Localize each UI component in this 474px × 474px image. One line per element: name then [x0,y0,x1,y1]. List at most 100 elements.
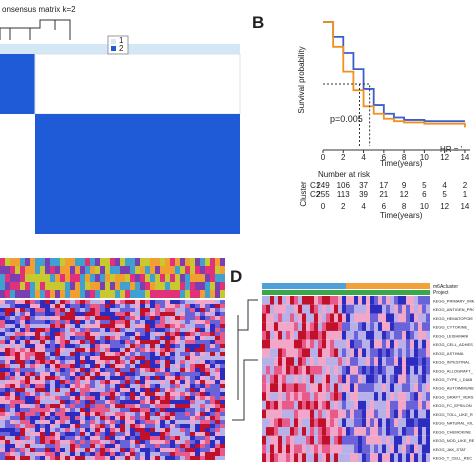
heat-cell [354,383,358,393]
heat-cell [85,356,90,360]
heat-cell [90,444,95,448]
heat-cell [286,383,290,393]
heat-cell [302,374,306,384]
annot-label: m6Acluster [433,284,458,290]
heat-cell [0,456,5,460]
heat-cell [426,339,430,349]
heat-cell [266,322,270,331]
heat-cell [45,444,50,448]
heat-cell [80,380,85,384]
heat-cell [394,409,398,419]
heat-cell [410,313,414,323]
heat-cell [0,448,5,452]
heat-cell [150,388,155,392]
heat-cell [366,348,370,358]
heat-cell [10,404,15,408]
heat-cell [110,384,115,388]
heat-cell [20,336,25,340]
heat-cell [175,456,180,460]
heat-cell [115,400,120,404]
heat-cell [318,357,322,366]
heat-cell [185,364,190,368]
heat-cell [70,308,75,312]
heat-cell [270,339,274,349]
annot-cell [220,282,225,290]
heat-cell [358,296,362,305]
heat-cell [402,374,406,384]
heat-cell [95,324,100,328]
heat-cell [165,336,170,340]
heat-cell [358,374,362,384]
annot-cell [30,282,35,290]
annot-cell [40,290,45,298]
heat-cell [30,440,35,444]
heat-cell [362,304,366,314]
heat-cell [155,328,160,332]
heat-cell [205,436,210,440]
heat-cell [5,356,10,360]
heat-cell [70,372,75,376]
heat-cell [80,428,85,432]
heat-cell [165,424,170,428]
legend-label: 2 [119,44,124,53]
row-label: KEGG_NOD_LIKE_RE [433,438,474,443]
heat-cell [65,356,70,360]
heat-cell [382,400,386,410]
heat-cell [318,374,322,384]
heat-cell [262,427,266,436]
heat-cell [210,324,215,328]
heat-cell [220,328,225,332]
heat-cell [342,427,346,436]
heat-cell [0,412,5,416]
heat-cell [30,352,35,356]
heat-cell [386,409,390,419]
heat-cell [270,400,274,410]
heat-cell [15,308,20,312]
heat-cell [175,380,180,384]
heat-cell [0,376,5,380]
heat-cell [334,313,338,323]
heat-cell [130,424,135,428]
heat-cell [326,374,330,384]
heat-cell [306,444,310,454]
heat-cell [160,392,165,396]
annot-cell [190,266,195,274]
heat-cell [5,304,10,308]
heat-cell [50,424,55,428]
heat-cell [35,388,40,392]
heat-cell [30,308,35,312]
heat-cell [120,384,125,388]
heat-cell [0,356,5,360]
heat-cell [200,440,205,444]
heat-cell [75,388,80,392]
heat-cell [346,348,350,358]
heat-cell [195,328,200,332]
heat-cell [75,340,80,344]
annot-cell [60,266,65,274]
heat-cell [25,412,30,416]
heat-cell [386,313,390,323]
heat-cell [50,352,55,356]
heat-cell [410,418,414,428]
heat-cell [15,344,20,348]
heat-cell [220,424,225,428]
heat-cell [40,428,45,432]
heat-cell [175,440,180,444]
row-label: KEGG_AUTOIMMUNE [433,386,474,391]
heat-cell [350,313,354,323]
annot-cell [155,282,160,290]
heat-cell [180,320,185,324]
heat-cell [85,408,90,412]
heat-cell [322,296,326,305]
heat-cell [30,336,35,340]
heat-cell [120,312,125,316]
heat-cell [426,365,430,375]
heat-cell [85,456,90,460]
heat-cell [165,344,170,348]
heat-cell [60,448,65,452]
heat-cell [50,308,55,312]
heat-cell [180,324,185,328]
heat-cell [286,374,290,384]
annot-cell [205,258,210,266]
heat-cell [382,435,386,445]
